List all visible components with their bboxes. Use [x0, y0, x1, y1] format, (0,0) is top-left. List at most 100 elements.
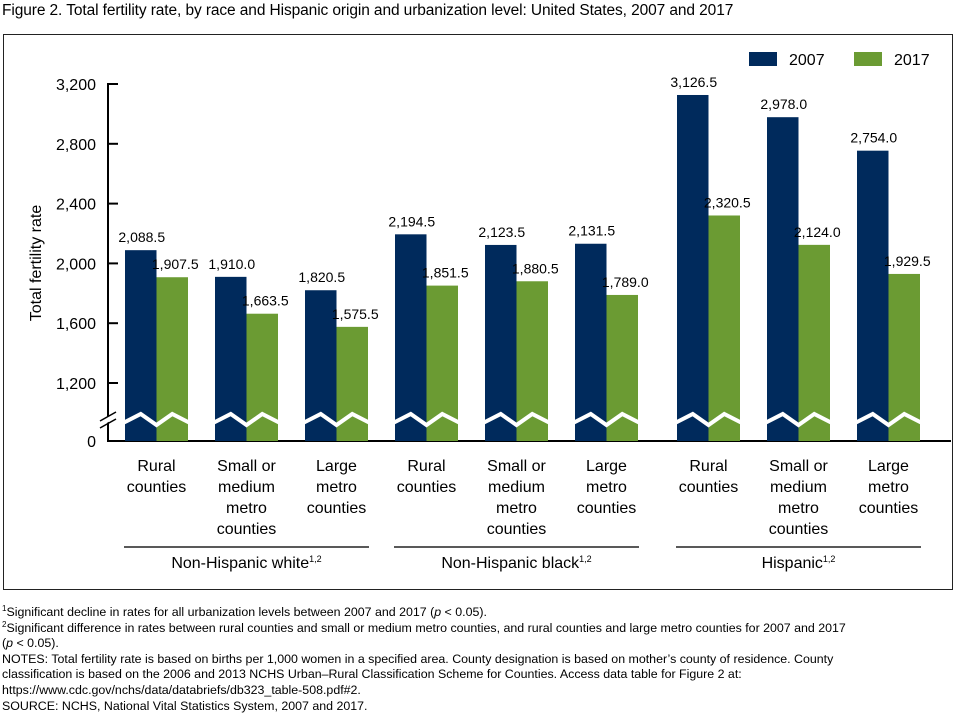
category-label: metro [316, 479, 357, 496]
category-label: counties [127, 479, 187, 496]
y-tick-label: 3,200 [56, 77, 96, 94]
value-label-2007: 2,131.5 [568, 223, 615, 239]
category-label: metro [778, 500, 819, 517]
y-tick-label: 0 [87, 434, 96, 451]
bar-2007 [485, 244, 517, 441]
bar-2007 [767, 117, 799, 442]
notes-line-1: NOTES: Total fertility rate is based on … [2, 651, 834, 666]
y-tick-label: 2,000 [56, 256, 96, 273]
category-label: counties [397, 479, 457, 496]
category-label: medium [488, 479, 545, 496]
category-label: counties [487, 521, 547, 538]
footnote-1-p: p [434, 605, 442, 619]
bar-2007 [677, 94, 709, 441]
category-label: metro [496, 500, 537, 517]
footnote-2: 2Significant difference in rates between… [2, 619, 952, 637]
category-label: Large [868, 458, 909, 475]
chart-frame [3, 34, 953, 590]
category-label: counties [217, 521, 277, 538]
bars-layer [125, 94, 920, 442]
value-label-2017: 1,575.5 [332, 306, 379, 322]
category-label: Small or [487, 458, 546, 475]
source-line: SOURCE: NCHS, National Vital Statistics … [2, 698, 368, 713]
bar-2017 [708, 215, 740, 441]
bar-2007 [395, 234, 427, 441]
category-label: Small or [769, 458, 828, 475]
footnote-2-marker: 2 [2, 619, 7, 629]
value-label-2017: 2,124.0 [794, 224, 841, 240]
bar-break-zigzag [392, 411, 461, 428]
footnote-2-cont: (p < 0.05). [2, 636, 952, 652]
value-label-2007: 2,194.5 [388, 213, 435, 229]
category-label: Rural [407, 458, 445, 475]
category-label: counties [679, 479, 739, 496]
value-labels: 2,088.5 1,907.5 1,910.0 1,663.5 1,820.5 1,575… [118, 74, 930, 322]
bar-break-zigzag [572, 411, 641, 428]
value-label-2017: 1,907.5 [152, 256, 199, 272]
category-label: Rural [137, 458, 175, 475]
bar-break-zigzag [674, 411, 743, 428]
bar-chart: 0 1,200 1,600 2,000 2,400 2,800 3,200 Total fe… [28, 52, 951, 572]
value-label-2007: 2,754.0 [850, 130, 897, 146]
category-label: metro [226, 500, 267, 517]
value-label-2007: 2,123.5 [478, 224, 525, 240]
y-tick-label: 1,600 [56, 316, 96, 333]
category-label: counties [577, 500, 637, 517]
group-label-superscript: 1,2 [823, 554, 836, 564]
bar-break-zigzag [764, 411, 833, 428]
figure-title: Figure 2. Total fertility rate, by race … [2, 2, 734, 19]
value-label-2017: 2,320.5 [704, 194, 751, 210]
category-labels: Rural counties Small or medium metro counties… [124, 458, 921, 572]
value-label-2007: 3,126.5 [670, 74, 717, 90]
footnote-2-end: < 0.05). [13, 636, 59, 651]
category-label: metro [868, 479, 909, 496]
bar-break-zigzag [482, 411, 551, 428]
legend-label-2017: 2017 [894, 52, 930, 69]
bar-2007 [575, 243, 607, 441]
axis-break-gap [98, 412, 118, 427]
legend: 2007 2017 [749, 52, 930, 69]
bar-break-zigzag [122, 411, 191, 428]
value-label-2007: 2,088.5 [118, 229, 165, 245]
value-label-2007: 1,910.0 [208, 256, 255, 272]
category-label: Large [316, 458, 357, 475]
category-label: medium [770, 479, 827, 496]
bar-break-zigzag [302, 411, 371, 428]
bar-break-zigzag [212, 411, 281, 428]
category-label: metro [586, 479, 627, 496]
legend-label-2007: 2007 [789, 52, 825, 69]
group-label: Hispanic1,2 [762, 554, 836, 572]
legend-swatch-2007 [749, 52, 777, 66]
value-label-2017: 1,663.5 [242, 293, 289, 309]
value-label-2017: 1,789.0 [602, 274, 649, 290]
category-label: Small or [217, 458, 276, 475]
value-label-2017: 1,851.5 [422, 265, 469, 281]
footnote-2-p: p [6, 636, 14, 651]
axis-break-slash [99, 411, 117, 422]
footnote-2-open: ( [2, 636, 7, 651]
legend-swatch-2017 [854, 52, 882, 66]
bar-2017 [798, 244, 830, 441]
category-label: counties [769, 521, 829, 538]
value-label-2007: 2,978.0 [760, 96, 807, 112]
y-axis-label: Total fertility rate [28, 205, 45, 322]
axis-break-slash [99, 418, 117, 429]
group-label-superscript: 1,2 [309, 554, 322, 564]
category-label: counties [307, 500, 367, 517]
footnote-1: 1Significant decline in rates for all ur… [2, 605, 952, 621]
footnote-1-marker: 1 [2, 604, 7, 613]
value-label-2017: 1,929.5 [884, 253, 931, 269]
bar-break-zigzag [854, 411, 923, 428]
notes-line-3[interactable]: https://www.cdc.gov/nchs/data/databriefs… [2, 682, 361, 697]
category-label: Large [586, 458, 627, 475]
bar-2017 [516, 281, 548, 441]
group-label: Non-Hispanic black1,2 [441, 554, 591, 572]
category-label: Rural [689, 458, 727, 475]
y-tick-label: 2,800 [56, 137, 96, 154]
footnote-2-text: Significant difference in rates between … [6, 620, 846, 635]
footnotes: 1Significant decline in rates for all ur… [2, 605, 952, 714]
category-label: medium [218, 479, 275, 496]
value-label-2007: 1,820.5 [298, 269, 345, 285]
notes-line-2: classification is based on the 2006 and … [2, 667, 742, 682]
value-label-2017: 1,880.5 [512, 260, 559, 276]
